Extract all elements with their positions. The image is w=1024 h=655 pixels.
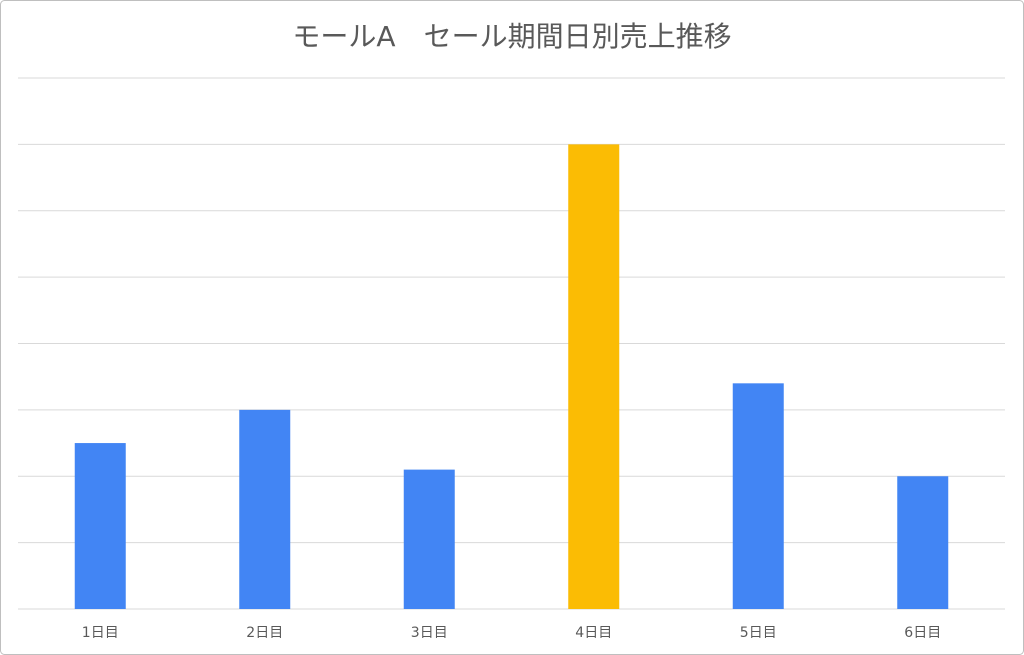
chart-title: モールA セール期間日別売上推移 xyxy=(292,20,731,53)
bar xyxy=(897,476,949,609)
bar xyxy=(74,443,126,609)
bar xyxy=(403,469,455,609)
x-tick-label: 5日目 xyxy=(740,625,777,641)
x-tick-label: 2日目 xyxy=(246,625,283,641)
x-tick-label: 4日目 xyxy=(575,625,612,641)
x-tick-label: 1日目 xyxy=(82,625,119,641)
x-tick-label: 3日目 xyxy=(411,625,448,641)
bar xyxy=(732,383,784,609)
x-tick-label: 6日目 xyxy=(904,625,941,641)
bar xyxy=(568,144,620,609)
bar xyxy=(239,409,291,609)
